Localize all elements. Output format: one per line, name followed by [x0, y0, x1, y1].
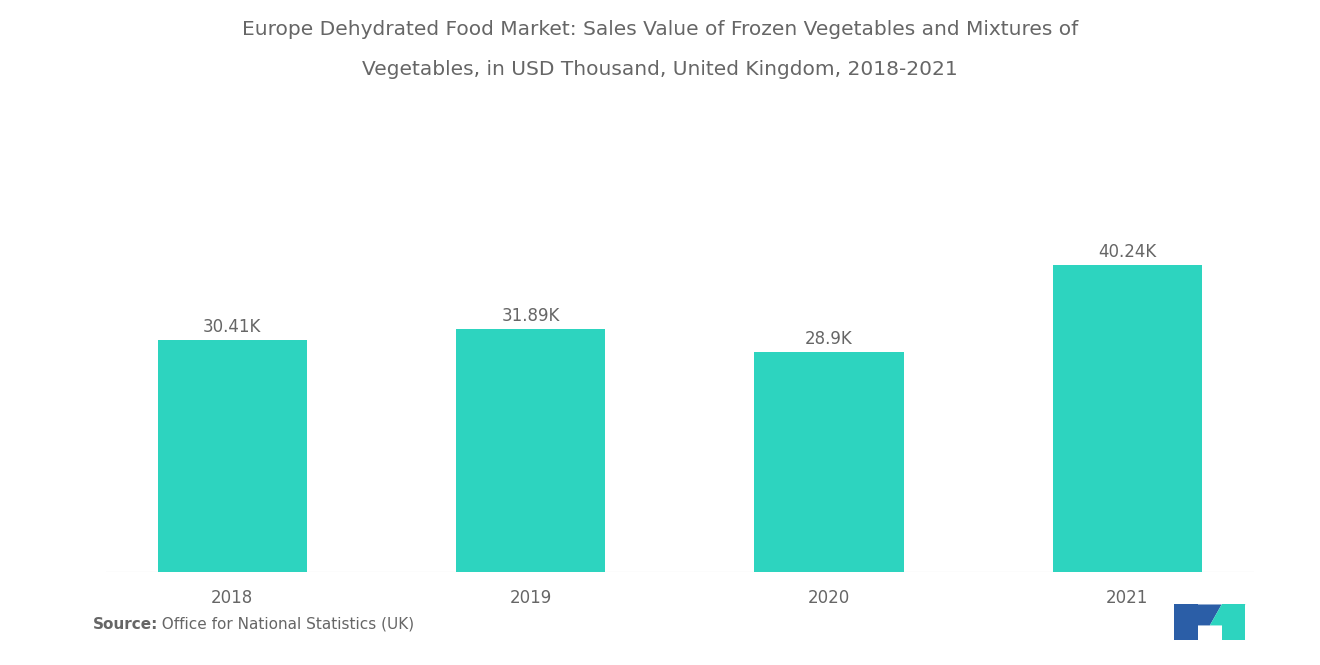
Bar — [457, 329, 606, 572]
Text: 30.41K: 30.41K — [203, 319, 261, 336]
Bar — [754, 352, 903, 572]
Polygon shape — [1209, 604, 1246, 625]
Text: 28.9K: 28.9K — [805, 330, 853, 348]
Polygon shape — [1175, 604, 1199, 640]
Text: Office for National Statistics (UK): Office for National Statistics (UK) — [152, 616, 414, 632]
Bar — [1052, 265, 1201, 572]
Text: Source:: Source: — [92, 616, 158, 632]
Bar — [158, 340, 308, 572]
Polygon shape — [1185, 604, 1222, 625]
Text: 40.24K: 40.24K — [1098, 243, 1156, 261]
Text: 31.89K: 31.89K — [502, 307, 560, 325]
Polygon shape — [1222, 604, 1246, 640]
Text: Europe Dehydrated Food Market: Sales Value of Frozen Vegetables and Mixtures of: Europe Dehydrated Food Market: Sales Val… — [242, 20, 1078, 39]
Text: Vegetables, in USD Thousand, United Kingdom, 2018-2021: Vegetables, in USD Thousand, United King… — [362, 60, 958, 79]
